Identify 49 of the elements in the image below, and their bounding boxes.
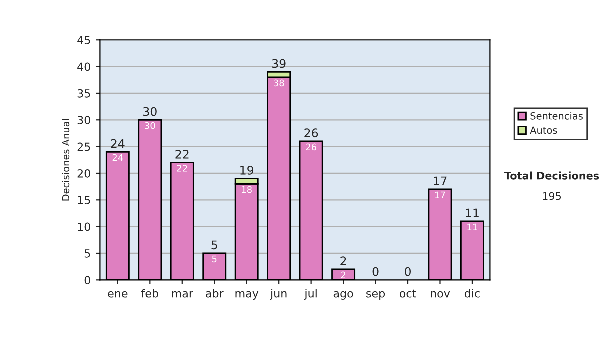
x-tick-label: jul bbox=[304, 289, 317, 300]
legend-label: Sentencias bbox=[530, 112, 583, 120]
y-tick-label: 5 bbox=[84, 250, 90, 258]
x-tick-label: dic bbox=[464, 289, 480, 298]
x-tick-label: mar bbox=[172, 291, 194, 298]
data-label: 24 bbox=[112, 154, 124, 162]
x-tick-label: ago bbox=[334, 291, 354, 300]
y-tick-label: 45 bbox=[78, 36, 90, 44]
x-tick-label: may bbox=[236, 291, 259, 300]
total-label: 0 bbox=[372, 267, 379, 276]
data-label: 30 bbox=[145, 122, 156, 130]
data-label: 18 bbox=[242, 186, 252, 194]
total-label: 26 bbox=[304, 128, 318, 138]
data-label: 11 bbox=[468, 224, 478, 230]
x-tick-label: ene bbox=[108, 291, 128, 298]
y-tick-label: 0 bbox=[84, 276, 90, 285]
total-label: 24 bbox=[111, 139, 125, 148]
total-label: 11 bbox=[466, 208, 479, 218]
total-label: 17 bbox=[434, 176, 447, 186]
x-tick-label: jun bbox=[270, 289, 287, 300]
y-tick-label: 40 bbox=[78, 62, 90, 72]
data-label: 2 bbox=[341, 272, 346, 278]
y-axis-title: Decisiones Anual bbox=[62, 119, 70, 201]
total-label: 22 bbox=[176, 150, 189, 159]
total-label: 39 bbox=[272, 59, 286, 68]
total-label: 2 bbox=[340, 256, 346, 266]
y-tick-label: 15 bbox=[78, 196, 90, 205]
data-label: 38 bbox=[274, 80, 284, 87]
total-label: 30 bbox=[144, 107, 157, 116]
x-tick-label: sep bbox=[366, 291, 386, 300]
total-label: 0 bbox=[405, 267, 411, 276]
text: 195 bbox=[543, 192, 562, 200]
y-tick-label: 10 bbox=[78, 222, 90, 232]
total-label: 5 bbox=[212, 240, 218, 250]
text: Total Decisiones bbox=[504, 172, 600, 180]
x-tick-label: oct bbox=[400, 290, 416, 298]
y-tick-label: 35 bbox=[78, 89, 90, 98]
data-label: 26 bbox=[306, 144, 316, 151]
y-tick-label: 30 bbox=[78, 116, 90, 125]
y-tick-label: 20 bbox=[78, 169, 90, 178]
x-tick-label: feb bbox=[142, 289, 158, 298]
legend-label: Autos bbox=[530, 126, 558, 134]
x-tick-label: abr bbox=[206, 289, 224, 298]
data-label: 17 bbox=[435, 192, 446, 198]
y-tick-label: 25 bbox=[78, 142, 90, 152]
data-label: 22 bbox=[177, 165, 188, 172]
data-label: 5 bbox=[212, 256, 217, 263]
total-label: 19 bbox=[240, 166, 254, 175]
x-tick-label: nov bbox=[431, 291, 450, 298]
